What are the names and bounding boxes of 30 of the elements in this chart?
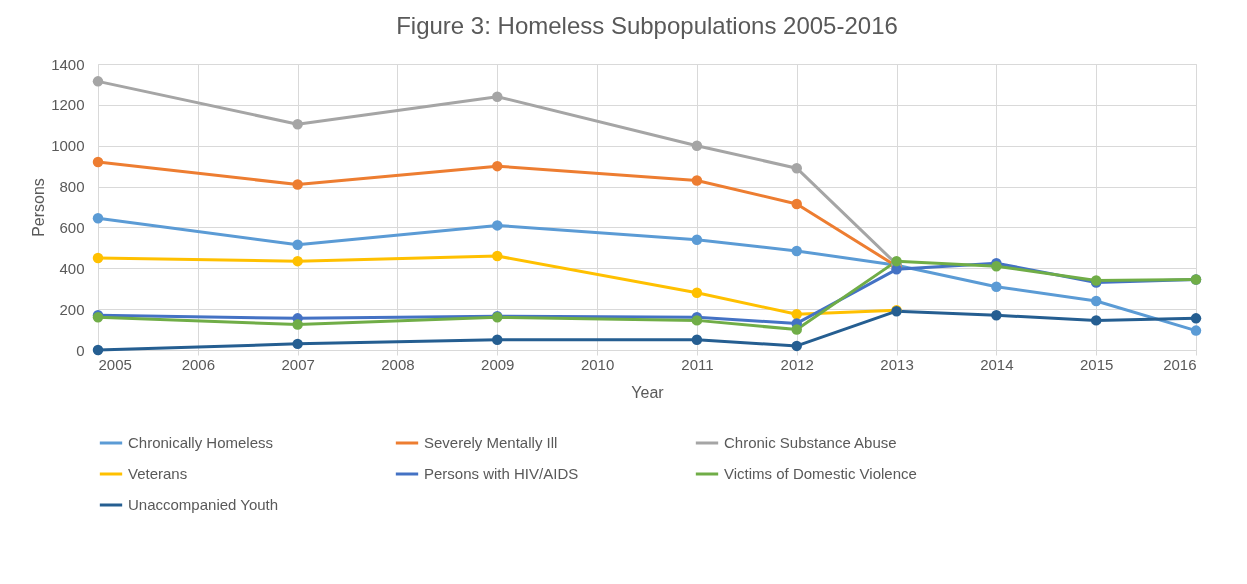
y-tick-label: 0: [76, 341, 85, 359]
y-tick-label: 800: [59, 178, 85, 196]
y-tick-label: 600: [59, 218, 85, 236]
x-tick-label: 2012: [780, 355, 814, 373]
x-tick-label: 2008: [381, 355, 415, 373]
x-axis-title: Year: [631, 383, 665, 401]
y-axis-title: Persons: [30, 178, 48, 237]
x-tick-label: 2007: [281, 355, 315, 373]
chart-title: Figure 3: Homeless Subpopulations 2005-2016: [396, 12, 898, 39]
y-tick-label: 1400: [51, 55, 85, 73]
legend-label: Severely Mentally Ill: [424, 434, 558, 451]
x-tick-label: 2016: [1163, 355, 1197, 373]
x-tick-label: 2006: [181, 355, 216, 373]
legend-label: Unaccompanied Youth: [128, 496, 279, 513]
x-tick-label: 2011: [681, 355, 714, 373]
legend-label: Chronic Substance Abuse: [724, 434, 897, 451]
x-tick-label: 2014: [980, 355, 1014, 373]
legend-label: Victims of Domestic Violence: [724, 465, 917, 482]
x-tick-label: 2013: [880, 355, 914, 373]
y-tick-label: 1000: [51, 137, 85, 155]
y-tick-label: 200: [59, 300, 85, 318]
legend-label: Veterans: [128, 465, 188, 482]
legend-label: Persons with HIV/AIDS: [424, 465, 579, 482]
x-tick-label: 2015: [1079, 355, 1114, 373]
x-tick-label: 2005: [98, 355, 132, 373]
x-tick-label: 2009: [481, 355, 515, 373]
y-tick-label: 1200: [51, 96, 85, 114]
x-tick-label: 2010: [580, 355, 615, 373]
legend-label: Chronically Homeless: [128, 434, 274, 451]
y-tick-label: 400: [59, 259, 85, 277]
